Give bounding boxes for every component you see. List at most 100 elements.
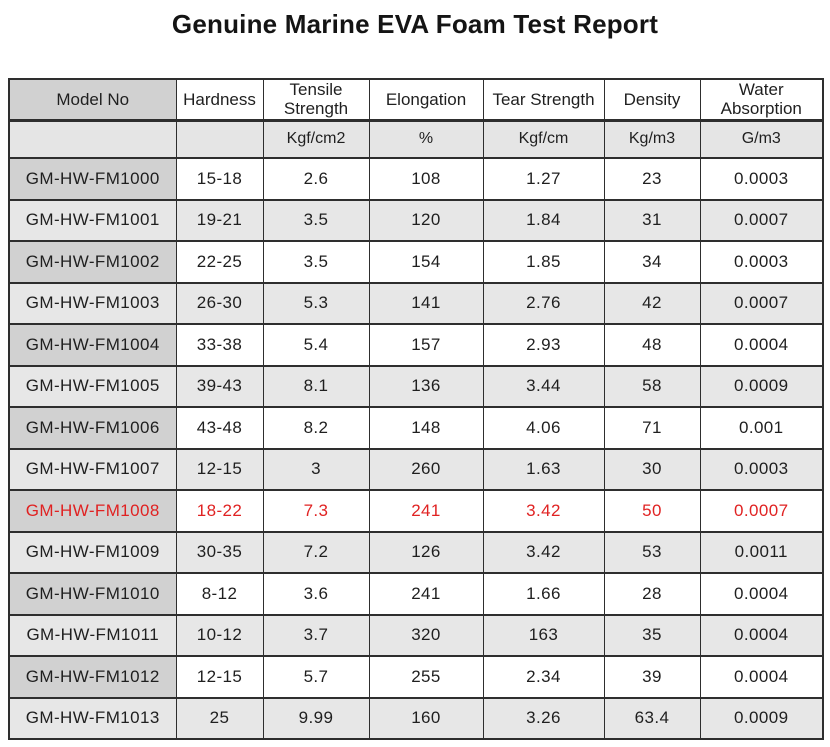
elongation-cell: 157 [368, 323, 484, 367]
hardness-cell: 22-25 [175, 240, 264, 284]
column-header-tear: Tear Strength [482, 78, 605, 122]
tensile-cell: 5.3 [262, 281, 370, 325]
tear-cell: 1.63 [482, 447, 605, 491]
tensile-cell: 7.2 [262, 530, 370, 574]
units-row: Kgf/cm2% Kgf/cm Kg/m3 G/m3 [8, 119, 824, 159]
column-header-row: Model No Hardness Tensile Strength Elongati… [8, 78, 824, 122]
water-cell: 0.0007 [699, 198, 824, 242]
density-cell: 31 [603, 198, 701, 242]
tear-cell: 1.85 [482, 240, 605, 284]
table-row-gm-hw-fm1005: GM-HW-FM1005 39-43 8.1 136 3.44 58 0.0009 [8, 364, 824, 408]
tear-cell: 2.34 [482, 655, 605, 699]
water-cell: 0.0007 [699, 281, 824, 325]
column-unit-hardness [175, 119, 264, 159]
water-cell: 0.0003 [699, 157, 824, 201]
tensile-cell: 3.5 [262, 198, 370, 242]
tensile-cell: 3.5 [262, 240, 370, 284]
model-cell: GM-HW-FM1005 [8, 364, 177, 408]
tensile-cell: 3.7 [262, 613, 370, 657]
water-cell: 0.0003 [699, 447, 824, 491]
density-cell: 48 [603, 323, 701, 367]
water-cell: 0.0004 [699, 655, 824, 699]
hardness-cell: 30-35 [175, 530, 264, 574]
model-cell: GM-HW-FM1012 [8, 655, 177, 699]
elongation-cell: 260 [368, 447, 484, 491]
hardness-cell: 25 [175, 696, 264, 740]
table-row-gm-hw-fm1001: GM-HW-FM1001 19-21 3.5 120 1.84 31 0.0007 [8, 198, 824, 242]
hardness-cell: 39-43 [175, 364, 264, 408]
model-cell: GM-HW-FM1004 [8, 323, 177, 367]
table-row-gm-hw-fm1010: GM-HW-FM1010 8-12 3.6 241 1.66 28 0.0004 [8, 572, 824, 616]
model-cell: GM-HW-FM1013 [8, 696, 177, 740]
density-cell: 63.4 [603, 696, 701, 740]
tear-cell: 3.44 [482, 364, 605, 408]
table-body: GM-HW-FM1000 15-18 2.6 108 1.27 23 0.0003 GM-HW… [8, 157, 824, 740]
elongation-cell: 136 [368, 364, 484, 408]
water-cell: 0.0009 [699, 696, 824, 740]
density-cell: 30 [603, 447, 701, 491]
hardness-cell: 10-12 [175, 613, 264, 657]
tensile-cell: 3 [262, 447, 370, 491]
model-cell: GM-HW-FM1000 [8, 157, 177, 201]
elongation-cell: 108 [368, 157, 484, 201]
water-cell: 0.0003 [699, 240, 824, 284]
density-cell: 53 [603, 530, 701, 574]
column-header-hardness: Hardness [175, 78, 264, 122]
tear-cell: 1.66 [482, 572, 605, 616]
model-cell: GM-HW-FM1011 [8, 613, 177, 657]
density-cell: 23 [603, 157, 701, 201]
page-title: Genuine Marine EVA Foam Test Report [171, 9, 659, 39]
tear-cell: 1.27 [482, 157, 605, 201]
table-row-gm-hw-fm1000: GM-HW-FM1000 15-18 2.6 108 1.27 23 0.0003 [8, 157, 824, 201]
water-cell: 0.001 [699, 406, 824, 450]
tensile-cell: 8.1 [262, 364, 370, 408]
elongation-cell: 320 [368, 613, 484, 657]
elongation-cell: 241 [368, 489, 484, 533]
density-cell: 39 [603, 655, 701, 699]
tear-cell: 2.76 [482, 281, 605, 325]
column-unit-model [8, 119, 177, 159]
tear-cell: 163 [482, 613, 605, 657]
table-row-gm-hw-fm1002: GM-HW-FM1002 22-25 3.5 154 1.85 34 0.0003 [8, 240, 824, 284]
density-cell: 71 [603, 406, 701, 450]
column-header-model: Model No [8, 78, 177, 122]
density-cell: 42 [603, 281, 701, 325]
table-row-gm-hw-fm1013: GM-HW-FM1013 25 9.99 160 3.26 63.4 0.0009 [8, 696, 824, 740]
column-header-density: Density [603, 78, 701, 122]
elongation-cell: 148 [368, 406, 484, 450]
model-cell: GM-HW-FM1001 [8, 198, 177, 242]
water-cell: 0.0011 [699, 530, 824, 574]
table-row-gm-hw-fm1003: GM-HW-FM1003 26-30 5.3 141 2.76 42 0.0007 [8, 281, 824, 325]
water-cell: 0.0007 [699, 489, 824, 533]
model-cell: GM-HW-FM1003 [8, 281, 177, 325]
density-cell: 58 [603, 364, 701, 408]
table-row-gm-hw-fm1008: GM-HW-FM1008 18-22 7.3 241 3.42 50 0.0007 [8, 489, 824, 533]
column-unit-density: Kg/m3 [603, 119, 701, 159]
hardness-cell: 19-21 [175, 198, 264, 242]
elongation-cell: 126 [368, 530, 484, 574]
tensile-cell: 5.7 [262, 655, 370, 699]
hardness-cell: 18-22 [175, 489, 264, 533]
water-cell: 0.0004 [699, 613, 824, 657]
model-cell: GM-HW-FM1008 [8, 489, 177, 533]
model-cell: GM-HW-FM1007 [8, 447, 177, 491]
tensile-cell: 9.99 [262, 696, 370, 740]
table-row-gm-hw-fm1006: GM-HW-FM1006 43-48 8.2 148 4.06 71 0.001 [8, 406, 824, 450]
density-cell: 35 [603, 613, 701, 657]
table-row-gm-hw-fm1007: GM-HW-FM1007 12-15 3 260 1.63 30 0.0003 [8, 447, 824, 491]
elongation-cell: 154 [368, 240, 484, 284]
tensile-cell: 8.2 [262, 406, 370, 450]
hardness-cell: 15-18 [175, 157, 264, 201]
column-header-water: Water Absorption [699, 78, 824, 122]
table-row-gm-hw-fm1009: GM-HW-FM1009 30-35 7.2 126 3.42 53 0.0011 [8, 530, 824, 574]
model-cell: GM-HW-FM1009 [8, 530, 177, 574]
hardness-cell: 8-12 [175, 572, 264, 616]
hardness-cell: 43-48 [175, 406, 264, 450]
tear-cell: 1.84 [482, 198, 605, 242]
tensile-cell: 5.4 [262, 323, 370, 367]
column-unit-tensile: Kgf/cm2 [262, 119, 370, 159]
elongation-cell: 255 [368, 655, 484, 699]
table-row-gm-hw-fm1004: GM-HW-FM1004 33-38 5.4 157 2.93 48 0.0004 [8, 323, 824, 367]
tear-cell: 3.42 [482, 530, 605, 574]
column-header-elongation: Elongation [368, 78, 484, 122]
